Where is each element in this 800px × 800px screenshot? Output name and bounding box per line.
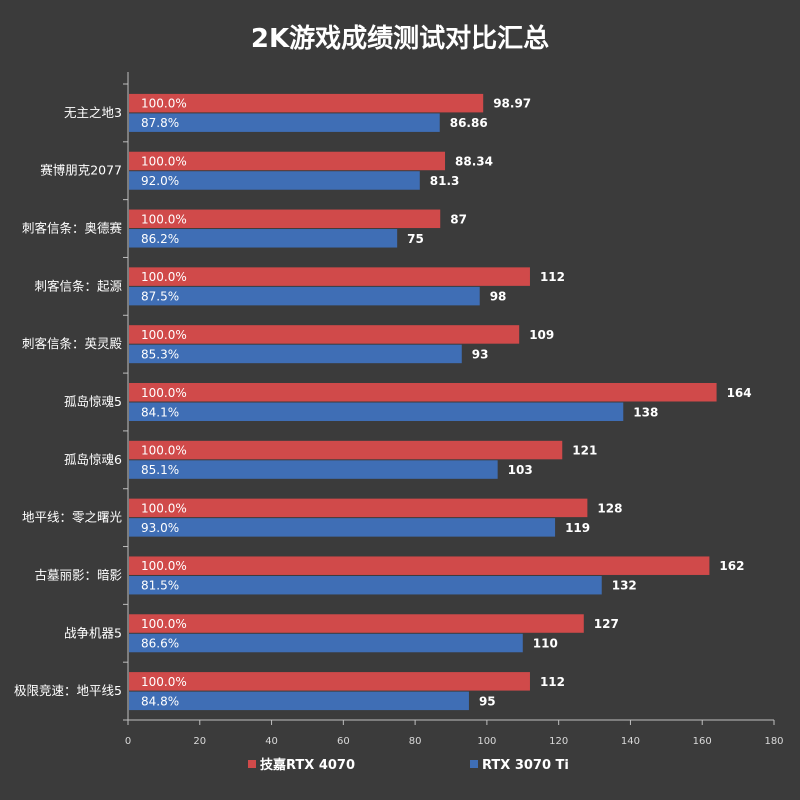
category-label: 赛博朋克2077 (40, 163, 122, 178)
value-label: 81.3 (430, 174, 460, 188)
legend-label: RTX 3070 Ti (482, 758, 569, 773)
percent-label: 100.0% (141, 444, 187, 458)
bar-series-1 (129, 93, 484, 113)
percent-label: 86.6% (141, 637, 179, 651)
x-tick-label: 100 (477, 736, 496, 747)
value-label: 128 (597, 501, 622, 515)
value-label: 88.34 (455, 154, 493, 168)
x-tick-label: 20 (193, 736, 206, 747)
bar-series-2 (129, 286, 480, 306)
x-tick-label: 140 (621, 736, 640, 747)
percent-label: 100.0% (141, 97, 187, 111)
bar-series-2 (129, 229, 398, 248)
category-label: 孤岛惊魂6 (64, 452, 122, 467)
value-label: 95 (479, 694, 496, 708)
bar-series-2 (129, 113, 440, 132)
value-label: 110 (533, 637, 558, 651)
category-label: 地平线：零之曙光 (22, 510, 122, 525)
value-label: 138 (633, 405, 658, 419)
bar-series-2 (129, 344, 462, 364)
value-label: 98 (490, 290, 507, 304)
value-label: 98.97 (493, 97, 531, 111)
bar-series-2 (129, 171, 420, 190)
value-label: 93 (472, 347, 489, 361)
value-label: 86.86 (450, 116, 488, 130)
x-tick-label: 60 (337, 736, 350, 747)
bar-series-1 (129, 151, 446, 171)
bar-series-2 (129, 633, 523, 653)
bar-series-1 (129, 498, 588, 518)
percent-label: 93.0% (141, 521, 179, 535)
category-label: 无主之地3 (64, 105, 122, 120)
legend-swatch (248, 760, 256, 768)
bar-series-1 (129, 267, 530, 286)
value-label: 127 (594, 617, 619, 631)
bar-series-1 (129, 672, 530, 691)
percent-label: 87.5% (141, 290, 179, 304)
percent-label: 100.0% (141, 212, 187, 226)
value-label: 103 (508, 463, 533, 477)
percent-label: 100.0% (141, 328, 187, 342)
category-label: 战争机器5 (64, 625, 122, 640)
bar-series-1 (129, 325, 520, 344)
percent-label: 92.0% (141, 174, 179, 188)
percent-label: 84.1% (141, 405, 179, 419)
bar-series-1 (129, 614, 584, 633)
percent-label: 100.0% (141, 675, 187, 689)
bar-series-1 (129, 440, 563, 460)
value-label: 112 (540, 675, 565, 689)
category-label: 刺客信条：奥德赛 (22, 221, 123, 236)
x-tick-label: 40 (265, 736, 278, 747)
value-label: 132 (612, 579, 637, 593)
percent-label: 86.2% (141, 232, 179, 246)
percent-label: 100.0% (141, 559, 187, 573)
bar-series-2 (129, 575, 602, 595)
value-label: 109 (529, 328, 554, 342)
percent-label: 85.1% (141, 463, 179, 477)
percent-label: 100.0% (141, 154, 187, 168)
percent-label: 81.5% (141, 579, 179, 593)
bar-series-1 (129, 209, 441, 229)
percent-label: 100.0% (141, 617, 187, 631)
value-label: 162 (719, 559, 744, 573)
percent-label: 100.0% (141, 501, 187, 515)
bar-series-2 (129, 460, 498, 479)
bar-series-2 (129, 691, 469, 711)
x-tick-label: 160 (693, 736, 712, 747)
x-tick-label: 80 (409, 736, 422, 747)
category-label: 极限竞速：地平线5 (14, 683, 122, 698)
percent-label: 85.3% (141, 347, 179, 361)
bar-series-2 (129, 402, 624, 421)
legend-swatch (470, 760, 478, 768)
x-tick-label: 120 (549, 736, 568, 747)
bar-series-2 (129, 518, 556, 537)
category-label: 刺客信条：起源 (34, 278, 122, 293)
percent-label: 100.0% (141, 270, 187, 284)
value-label: 164 (727, 386, 752, 400)
bar-series-1 (129, 383, 717, 402)
value-label: 121 (572, 444, 597, 458)
percent-label: 84.8% (141, 694, 179, 708)
value-label: 112 (540, 270, 565, 284)
percent-label: 87.8% (141, 116, 179, 130)
value-label: 75 (407, 232, 424, 246)
category-label: 古墓丽影：暗影 (34, 567, 122, 582)
value-label: 87 (450, 212, 467, 226)
x-tick-label: 180 (764, 736, 783, 747)
bar-series-1 (129, 556, 710, 575)
legend-label: 技嘉RTX 4070 (260, 757, 355, 773)
chart-title: 2K游戏成绩测试对比汇总 (250, 24, 550, 54)
value-label: 119 (565, 521, 590, 535)
percent-label: 100.0% (141, 386, 187, 400)
category-label: 孤岛惊魂5 (64, 394, 122, 409)
x-tick-label: 0 (125, 736, 131, 747)
category-label: 刺客信条：英灵殿 (22, 336, 123, 351)
